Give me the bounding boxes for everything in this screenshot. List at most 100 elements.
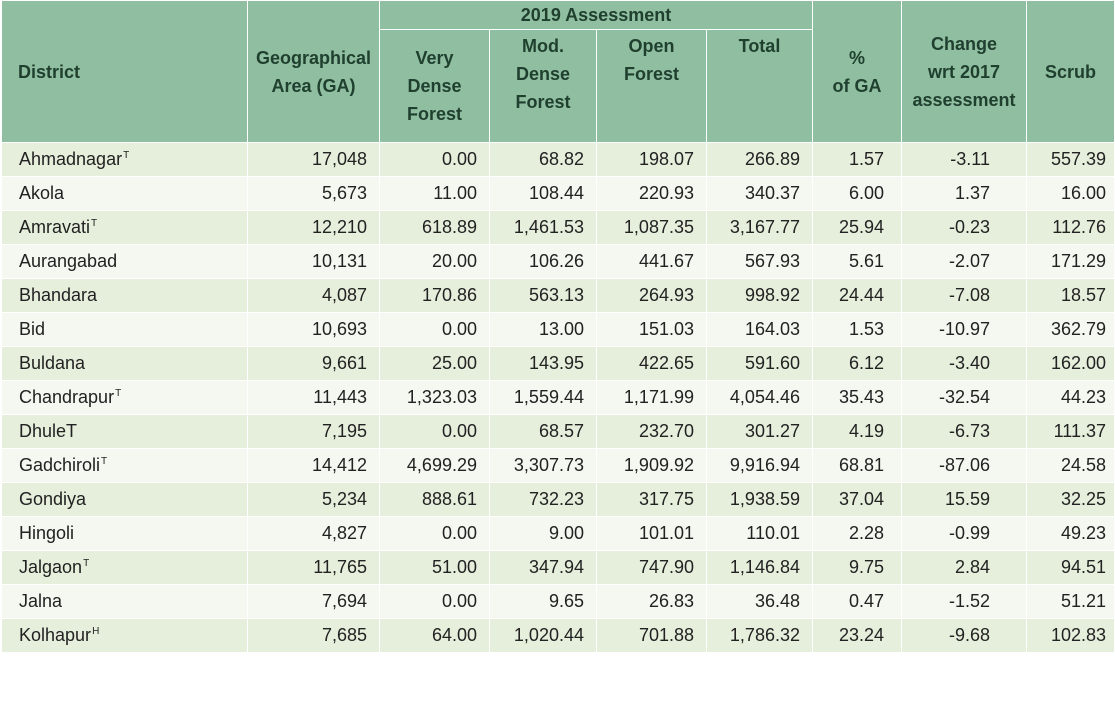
cell-pct-of-ga: 1.57: [812, 142, 902, 177]
of-header-line-1: Open: [628, 36, 675, 56]
cell-open-forest: 441.67: [596, 244, 707, 279]
cell-pct-of-ga: 6.12: [812, 346, 902, 381]
cell-very-dense-forest: 51.00: [379, 550, 490, 585]
cell-mod-dense-forest: 68.57: [489, 414, 597, 449]
district-name: Gondiya: [19, 489, 87, 509]
cell-change-wrt-2017: -7.08: [901, 278, 1027, 313]
of-header-line-2: Forest: [623, 64, 679, 84]
cell-change-wrt-2017: -3.11: [901, 142, 1027, 177]
district-name: Kolhapur: [19, 625, 92, 645]
cell-geographical-area: 5,234: [247, 482, 380, 517]
cell-total: 36.48: [706, 584, 813, 619]
table-body: AhmadnagarT 17,048 0.00 68.82 198.07 266.89 1.…: [1, 142, 1115, 653]
cell-pct-of-ga: 37.04: [812, 482, 902, 517]
cell-mod-dense-forest: 1,559.44: [489, 380, 597, 415]
cell-total: 1,146.84: [706, 550, 813, 585]
district-name: Ahmadnagar: [19, 149, 123, 169]
cell-open-forest: 1,909.92: [596, 448, 707, 483]
cell-scrub: 102.83: [1026, 618, 1115, 653]
cell-very-dense-forest: 20.00: [379, 244, 490, 279]
cell-very-dense-forest: 1,323.03: [379, 380, 490, 415]
cell-very-dense-forest: 64.00: [379, 618, 490, 653]
cell-district: DhuleT: [1, 414, 248, 449]
cell-geographical-area: 11,443: [247, 380, 380, 415]
cell-very-dense-forest: 0.00: [379, 516, 490, 551]
table-row: AmravatiT 12,210 618.89 1,461.53 1,087.35 3,1…: [1, 210, 1115, 245]
table-row: Bhandara 4,087 170.86 563.13 264.93 998.92 24.…: [1, 278, 1115, 313]
cell-district: AmravatiT: [1, 210, 248, 245]
cell-very-dense-forest: 11.00: [379, 176, 490, 211]
cell-district: Bhandara: [1, 278, 248, 313]
cell-total: 266.89: [706, 142, 813, 177]
cell-scrub: 51.21: [1026, 584, 1115, 619]
cell-pct-of-ga: 2.28: [812, 516, 902, 551]
cell-geographical-area: 17,048: [247, 142, 380, 177]
cell-change-wrt-2017: -2.07: [901, 244, 1027, 279]
table-row: Buldana 9,661 25.00 143.95 422.65 591.60 6.12-…: [1, 346, 1115, 381]
cell-scrub: 362.79: [1026, 312, 1115, 347]
cell-open-forest: 198.07: [596, 142, 707, 177]
cell-open-forest: 220.93: [596, 176, 707, 211]
cell-pct-of-ga: 6.00: [812, 176, 902, 211]
district-superscript: T: [83, 558, 90, 569]
cell-pct-of-ga: 0.47: [812, 584, 902, 619]
cell-district: Aurangabad: [1, 244, 248, 279]
cell-pct-of-ga: 24.44: [812, 278, 902, 313]
cell-mod-dense-forest: 347.94: [489, 550, 597, 585]
cell-scrub: 171.29: [1026, 244, 1115, 279]
mdf-header-line-2: Dense: [515, 64, 571, 84]
cell-change-wrt-2017: -1.52: [901, 584, 1027, 619]
col-header-mod-dense-forest: Mod. Dense Forest: [489, 29, 597, 143]
district-name: Buldana: [19, 353, 86, 373]
col-header-open-forest: Open Forest: [596, 29, 707, 143]
cell-very-dense-forest: 0.00: [379, 142, 490, 177]
cell-geographical-area: 5,673: [247, 176, 380, 211]
cell-change-wrt-2017: -0.23: [901, 210, 1027, 245]
cell-geographical-area: 4,827: [247, 516, 380, 551]
cell-mod-dense-forest: 3,307.73: [489, 448, 597, 483]
cell-total: 1,786.32: [706, 618, 813, 653]
district-name: Hingoli: [19, 523, 75, 543]
group-header-2019-assessment: 2019 Assessment: [379, 0, 813, 30]
district-name: Bid: [19, 319, 46, 339]
cell-total: 567.93: [706, 244, 813, 279]
vdf-header-line-1: Very: [415, 48, 454, 68]
cell-scrub: 18.57: [1026, 278, 1115, 313]
cell-district: Akola: [1, 176, 248, 211]
cell-change-wrt-2017: -10.97: [901, 312, 1027, 347]
cell-change-wrt-2017: -0.99: [901, 516, 1027, 551]
cell-scrub: 44.23: [1026, 380, 1115, 415]
cell-district: Gondiya: [1, 482, 248, 517]
geo-header-line-2: Area (GA): [271, 75, 356, 96]
table-header: District Geographical Area (GA) 2019 Ass…: [1, 0, 1115, 143]
cell-open-forest: 101.01: [596, 516, 707, 551]
district-name: Jalna: [19, 591, 63, 611]
table-row: Jalna 7,694 0.00 9.65 26.83 36.48 0.47 -1.52 51.…: [1, 584, 1115, 619]
table-row: JalgaonT 11,765 51.00 347.94 747.90 1,146.84 9…: [1, 550, 1115, 585]
table-row: KolhapurH 7,685 64.00 1,020.44 701.88 1,786.3…: [1, 618, 1115, 653]
cell-total: 301.27: [706, 414, 813, 449]
district-name: Amravati: [19, 217, 91, 237]
table-row: GadchiroliT 14,412 4,699.29 3,307.73 1,909.9…: [1, 448, 1115, 483]
table-row: Gondiya 5,234 888.61 732.23 317.75 1,938.59 37…: [1, 482, 1115, 517]
change-header-line-2: wrt 2017: [927, 61, 1001, 82]
district-superscript: T: [101, 456, 108, 467]
district-superscript: T: [123, 150, 130, 161]
cell-pct-of-ga: 23.24: [812, 618, 902, 653]
cell-total: 591.60: [706, 346, 813, 381]
table-row: AhmadnagarT 17,048 0.00 68.82 198.07 266.89 1.…: [1, 142, 1115, 177]
district-superscript: H: [92, 626, 100, 637]
cell-open-forest: 264.93: [596, 278, 707, 313]
geo-header-line-1: Geographical: [255, 47, 372, 68]
cell-total: 110.01: [706, 516, 813, 551]
cell-district: AhmadnagarT: [1, 142, 248, 177]
cell-total: 1,938.59: [706, 482, 813, 517]
cell-open-forest: 1,087.35: [596, 210, 707, 245]
cell-change-wrt-2017: -9.68: [901, 618, 1027, 653]
district-name: Jalgaon: [19, 557, 83, 577]
table-row: ChandrapurT 11,443 1,323.03 1,559.44 1,171.9…: [1, 380, 1115, 415]
cell-very-dense-forest: 888.61: [379, 482, 490, 517]
cell-pct-of-ga: 5.61: [812, 244, 902, 279]
table-row: Bid 10,693 0.00 13.00 151.03 164.03 1.53 -10.97…: [1, 312, 1115, 347]
cell-very-dense-forest: 170.86: [379, 278, 490, 313]
